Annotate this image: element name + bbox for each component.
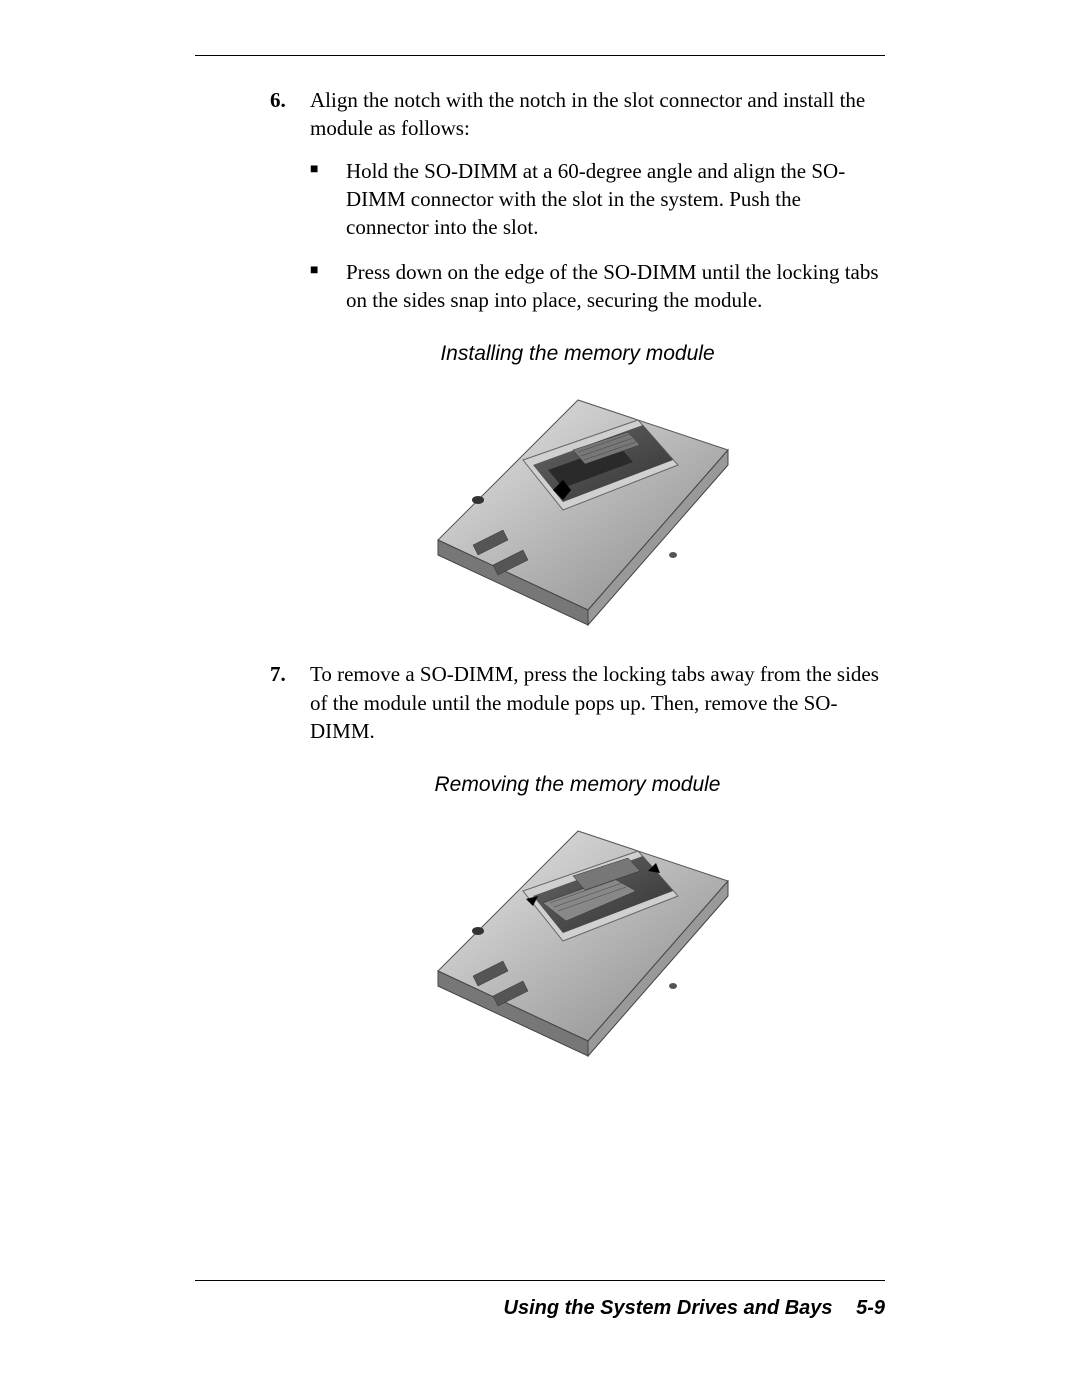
top-horizontal-rule xyxy=(195,55,885,56)
step-number: 7. xyxy=(270,660,310,745)
step-text: Align the notch with the notch in the sl… xyxy=(310,86,885,143)
footer-text: Using the System Drives and Bays 5-9 xyxy=(195,1297,885,1320)
step-6: 6. Align the notch with the notch in the… xyxy=(270,86,885,143)
bullet-list: ■ Hold the SO-DIMM at a 60-degree angle … xyxy=(270,157,885,315)
laptop-remove-illustration xyxy=(418,821,738,1061)
bullet-text: Press down on the edge of the SO-DIMM un… xyxy=(346,258,885,315)
step-7: 7. To remove a SO-DIMM, press the lockin… xyxy=(270,660,885,745)
bullet-text: Hold the SO-DIMM at a 60-degree angle an… xyxy=(346,157,885,242)
page-footer: Using the System Drives and Bays 5-9 xyxy=(195,1280,885,1320)
footer-page-number: 5-9 xyxy=(856,1297,885,1319)
square-bullet-icon: ■ xyxy=(310,258,346,315)
figure-image-installing xyxy=(270,390,885,630)
step-number: 6. xyxy=(270,86,310,143)
page-container: 6. Align the notch with the notch in the… xyxy=(195,55,885,1397)
bullet-item: ■ Hold the SO-DIMM at a 60-degree angle … xyxy=(310,157,885,242)
figure-caption-2: Removing the memory module xyxy=(270,773,885,797)
content-area: 6. Align the notch with the notch in the… xyxy=(195,86,885,1061)
figure-caption-1: Installing the memory module xyxy=(270,342,885,366)
footer-section-title: Using the System Drives and Bays xyxy=(504,1297,833,1319)
bullet-item: ■ Press down on the edge of the SO-DIMM … xyxy=(310,258,885,315)
square-bullet-icon: ■ xyxy=(310,157,346,242)
bottom-horizontal-rule xyxy=(195,1280,885,1281)
figure-image-removing xyxy=(270,821,885,1061)
laptop-install-illustration xyxy=(418,390,738,630)
step-text: To remove a SO-DIMM, press the locking t… xyxy=(310,660,885,745)
